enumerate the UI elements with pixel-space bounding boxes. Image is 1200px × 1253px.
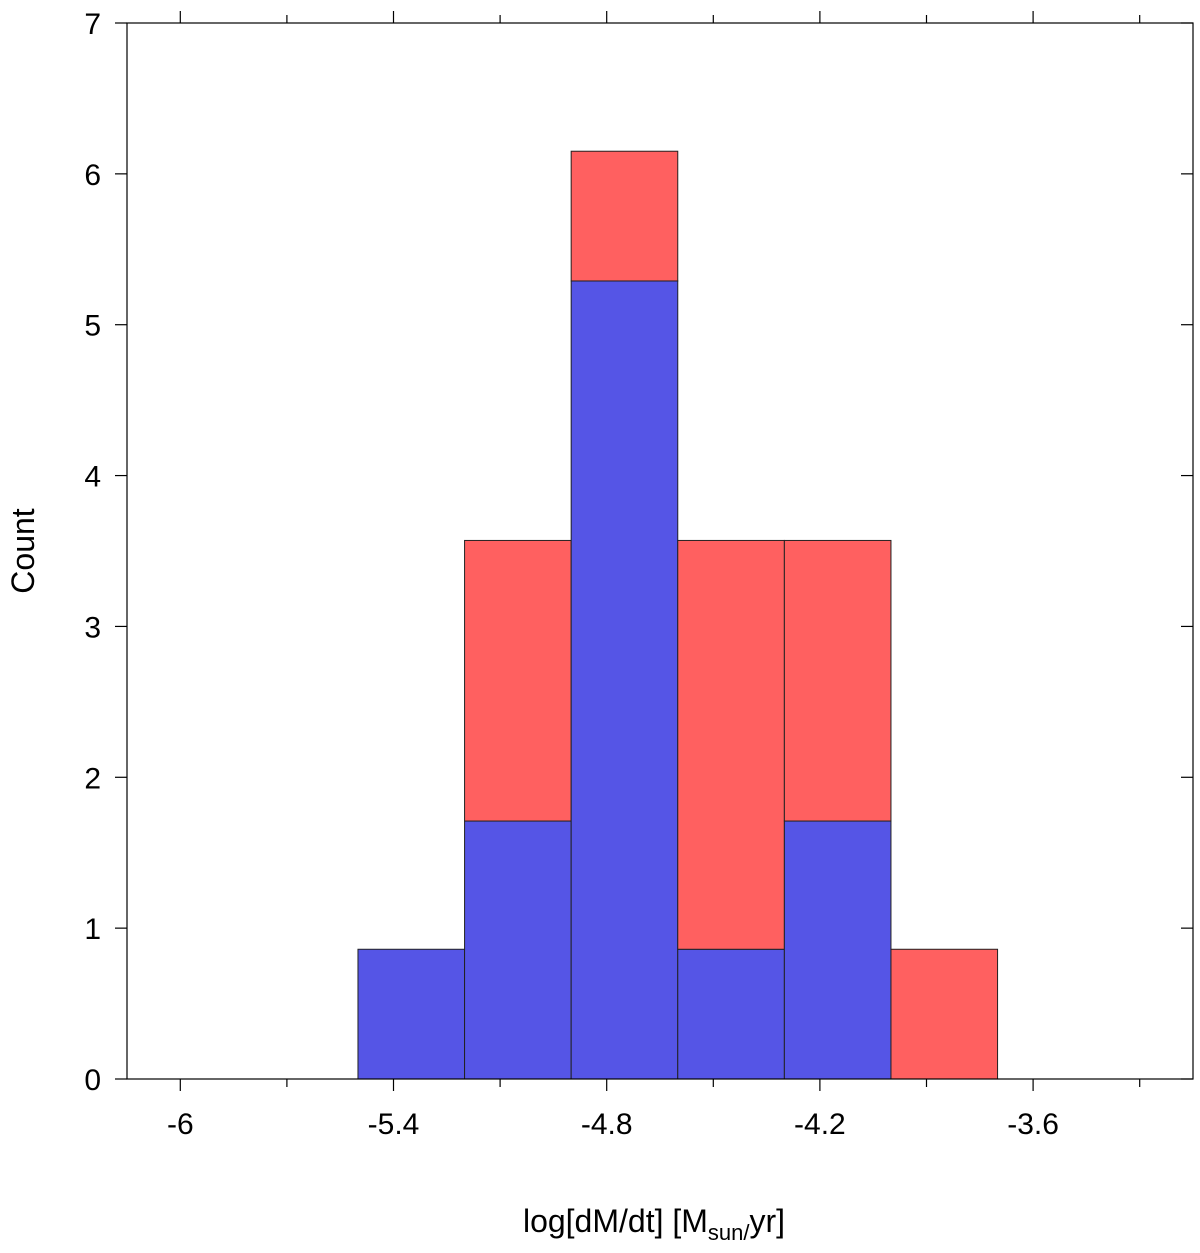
bar-series1-bin1 (357, 948, 466, 1080)
bar-series2-bin6 (890, 948, 999, 1080)
bar-series1-bin5 (783, 820, 892, 1080)
x-tick-label: -6 (167, 1108, 194, 1141)
y-tick-label: 7 (84, 8, 101, 41)
bar-series1-bin3 (570, 280, 679, 1080)
bar-series2-bin3 (570, 150, 679, 282)
x-tick-label: -4.8 (581, 1108, 633, 1141)
bar-series2-bin2 (464, 539, 572, 822)
y-tick-label: 5 (84, 310, 101, 343)
x-tick-label: -5.4 (368, 1108, 420, 1141)
bar-series1-bin2 (464, 820, 572, 1080)
plot-frame (126, 22, 1194, 1080)
x-tick-label: -4.2 (794, 1108, 846, 1141)
y-tick-label: 3 (84, 611, 101, 644)
x-axis-label-end: yr] (750, 1203, 786, 1239)
x-axis-label-main: log[dM/dt] [M (523, 1203, 708, 1239)
y-axis-label: Count (5, 508, 41, 594)
y-tick-label: 4 (84, 461, 101, 494)
bar-series1-bin4 (677, 948, 785, 1080)
ticks-layer (115, 11, 1193, 1091)
y-tick-label: 1 (84, 913, 101, 946)
bars-layer (357, 150, 999, 1080)
bar-series2-bin5 (783, 539, 892, 822)
y-tick-label: 2 (84, 762, 101, 795)
y-tick-label: 0 (84, 1064, 101, 1097)
x-axis-label: log[dM/dt] [Msun/yr] (523, 1203, 785, 1245)
x-tick-label: -3.6 (1007, 1108, 1059, 1141)
tick-labels-layer: -6 -5.4 -4.8 -4.2 -3.6 0 1 2 3 4 5 6 7 (84, 8, 1059, 1141)
x-axis-label-subscript: sun/ (708, 1220, 750, 1245)
y-tick-label: 6 (84, 159, 101, 192)
bar-series2-bin4 (677, 539, 785, 950)
